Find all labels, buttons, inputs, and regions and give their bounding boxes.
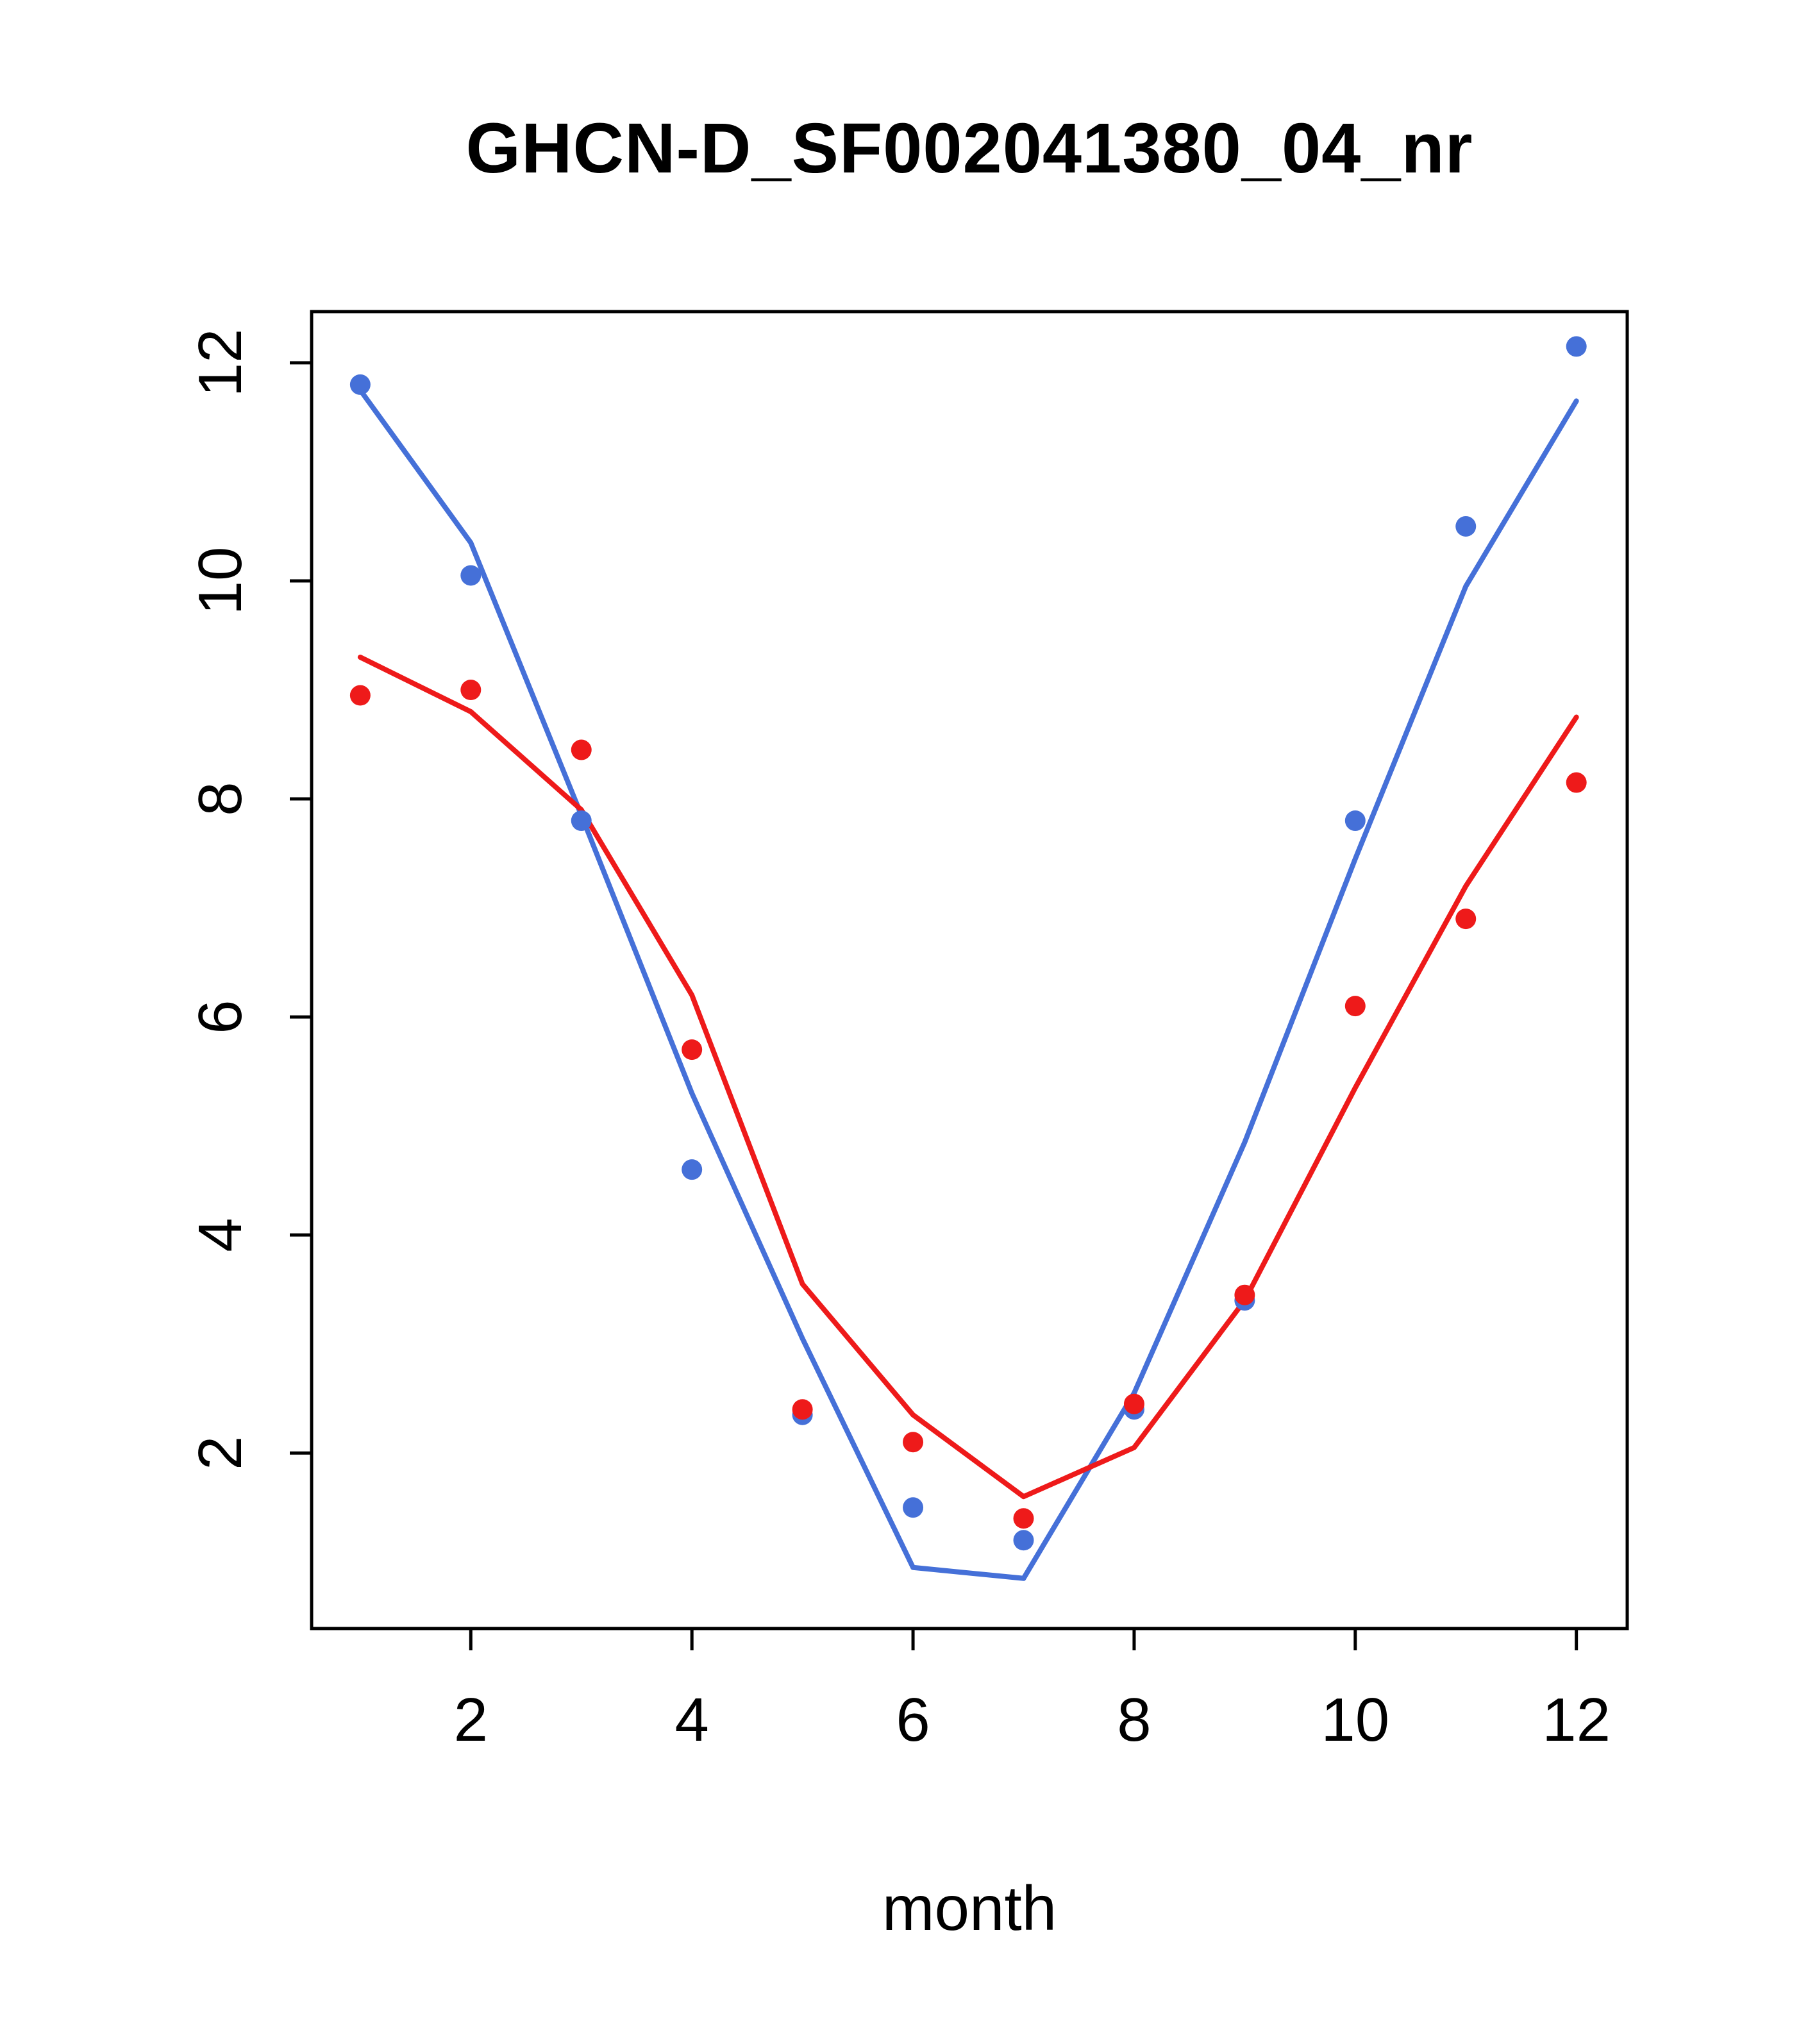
y-tick-label: 8 xyxy=(186,782,255,816)
y-tick-label: 6 xyxy=(186,1000,255,1034)
series-blue-points-point xyxy=(903,1497,924,1518)
series-red-points-point xyxy=(349,685,371,706)
series-red-points-point xyxy=(1566,772,1587,793)
plot-box xyxy=(310,310,1629,1630)
x-tick-label: 6 xyxy=(896,1686,930,1754)
x-tick-label: 4 xyxy=(674,1686,708,1754)
series-red-points-point xyxy=(792,1399,813,1420)
series-red-points-point xyxy=(571,739,592,760)
y-tick-label: 12 xyxy=(186,329,255,398)
series-blue-points-point xyxy=(349,374,371,395)
x-axis-label: month xyxy=(882,1873,1057,1943)
series-red-points-point xyxy=(903,1432,924,1453)
x-tick-label: 10 xyxy=(1321,1686,1389,1754)
series-blue-points-point xyxy=(1455,515,1477,537)
series-red-line-fit xyxy=(357,655,1579,1500)
x-tick-label: 2 xyxy=(454,1686,488,1754)
series-blue-points-point xyxy=(1013,1530,1034,1551)
series-blue-points-point xyxy=(571,810,592,832)
series-red-points-point xyxy=(1123,1393,1144,1414)
chart-title: GHCN-D_SF002041380_04_nr xyxy=(465,109,1473,188)
series-red-points-point xyxy=(682,1039,703,1060)
x-tick-label: 12 xyxy=(1542,1686,1611,1754)
y-tick-label: 2 xyxy=(186,1436,255,1470)
x-tick-label: 8 xyxy=(1117,1686,1151,1754)
series-red-points-point xyxy=(1234,1284,1255,1305)
series-red-points-point xyxy=(1013,1508,1034,1529)
series-blue-points-point xyxy=(1344,810,1366,832)
series-red-points-point xyxy=(1344,996,1366,1017)
series-blue-points-point xyxy=(460,565,481,586)
y-tick-label: 10 xyxy=(186,547,255,616)
y-tick-label: 4 xyxy=(186,1218,255,1252)
series-blue-points-point xyxy=(682,1159,703,1180)
series-red-points-point xyxy=(460,680,481,701)
series-red-points-point xyxy=(1455,909,1477,930)
series-blue-points-point xyxy=(1566,336,1587,357)
series-blue-line-fit xyxy=(357,387,1579,1581)
